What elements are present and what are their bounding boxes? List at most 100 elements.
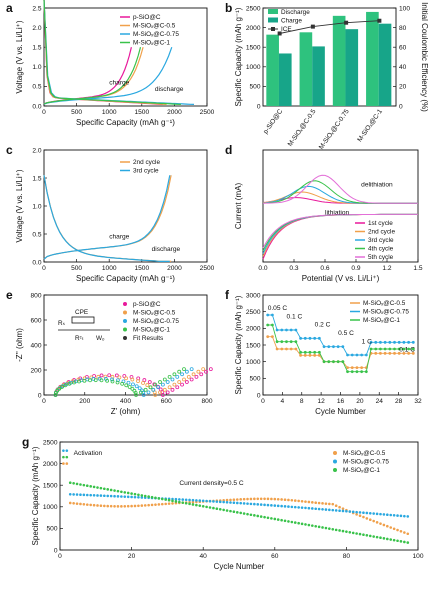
panel-b-ytick-label: 2000 xyxy=(246,25,261,32)
panel-g-data-point xyxy=(89,493,92,497)
panel-b-bar xyxy=(366,11,379,107)
panel-g-data-point xyxy=(304,523,307,526)
panel-e-data-point xyxy=(99,373,104,378)
panel-e-data-point xyxy=(191,372,196,377)
panel-e-legend-marker xyxy=(123,302,127,306)
panel-g-data-point xyxy=(389,513,393,517)
panel-g-data-point xyxy=(355,532,358,535)
panel-f-data-point xyxy=(393,351,396,355)
panel-a-xtick-label: 0 xyxy=(42,109,46,116)
panel-c-charge-curve xyxy=(43,175,171,260)
panel-g-data-point xyxy=(157,497,161,500)
panel-c-panel-label: c xyxy=(6,143,13,157)
panel-f-data-point xyxy=(383,351,387,355)
panel-g-data-point xyxy=(399,514,403,518)
panel-e-xtick-label: 400 xyxy=(120,398,131,405)
panel-f-data-point xyxy=(303,350,307,354)
panel-e-data-point xyxy=(186,374,191,379)
panel-e-data-point xyxy=(182,367,186,372)
panel-g-data-point xyxy=(171,502,174,505)
panel-g-data-point xyxy=(65,462,69,465)
panel-f-data-point xyxy=(393,347,396,351)
panel-g-legend-label: M-SiOₓ@C-0.5 xyxy=(343,450,386,457)
panel-c-annotation: charge xyxy=(109,233,129,240)
panel-e-data-point xyxy=(134,393,138,397)
panel-f-data-point xyxy=(407,351,411,355)
panel-g-data-point xyxy=(331,502,335,506)
panel-f-data-point xyxy=(313,350,317,354)
panel-f-rate-label: 1 C xyxy=(362,338,372,345)
panel-g-ytick-label: 1500 xyxy=(43,483,58,490)
panel-e-data-point xyxy=(82,378,87,383)
panel-g-data-point xyxy=(259,497,263,501)
panel-f-data-point xyxy=(294,340,298,344)
panel-g-data-point xyxy=(304,506,307,510)
panel-b-bar xyxy=(299,32,313,106)
panel-f-data-point xyxy=(289,347,293,351)
panel-g-data-point xyxy=(246,502,249,505)
panel-g-data-point xyxy=(324,508,328,511)
panel-d-delithiation-curve xyxy=(262,180,418,204)
panel-g-data-point xyxy=(239,498,243,501)
panel-e-data-point xyxy=(103,374,108,379)
panel-e-data-point xyxy=(172,372,177,377)
panel-b-ytick-label: 2500 xyxy=(246,5,261,12)
panel-g-data-point xyxy=(143,504,147,507)
panel-g-data-point xyxy=(62,449,65,452)
panel-g-data-point xyxy=(283,519,287,523)
panel-g-data-point xyxy=(106,494,110,498)
panel-b-legend-swatch xyxy=(268,9,278,14)
panel-g-data-point xyxy=(150,503,154,507)
panel-g-data-point xyxy=(263,497,266,501)
panel-g-data-point xyxy=(208,506,212,509)
panel-c-ytick-label: 0.5 xyxy=(32,231,41,238)
panel-g-data-point xyxy=(184,501,188,505)
panel-c-xtick-label: 2500 xyxy=(200,265,215,272)
panel-g-data-point xyxy=(113,489,116,492)
panel-g-data-point xyxy=(116,495,120,498)
panel-f-data-point xyxy=(285,328,288,332)
panel-g-data-point xyxy=(242,512,246,515)
panel-g-data-point xyxy=(75,482,79,486)
panel-b-y2tick-label: 40 xyxy=(399,64,407,71)
panel-f-data-point xyxy=(336,360,340,364)
panel-b-category-label: M-SiOₓ@C-1 xyxy=(356,108,384,144)
panel-g-data-point xyxy=(225,509,229,512)
panel-g-data-point xyxy=(392,513,396,517)
panel-f-data-point xyxy=(360,366,364,370)
panel-g-data-point xyxy=(123,491,127,494)
panel-f-data-point xyxy=(341,360,345,364)
panel-d-xlabel: Potential (V vs. Li/Li⁺) xyxy=(302,274,380,283)
panel-f-data-point xyxy=(285,340,288,344)
panel-g-data-point xyxy=(392,538,396,542)
panel-c-xtick-label: 500 xyxy=(71,265,82,272)
panel-f-data-point xyxy=(322,360,326,364)
panel-e-data-point xyxy=(199,372,204,377)
panel-e-data-point xyxy=(122,374,127,378)
panel-f-data-point xyxy=(280,347,284,351)
panel-e-ytick-label: 800 xyxy=(30,292,41,299)
panel-g-xlabel: Cycle Number xyxy=(214,562,265,571)
panel-g-data-point xyxy=(293,505,297,509)
panel-f-data-point xyxy=(402,347,406,351)
panel-f-rate-label: 0.1 C xyxy=(286,313,302,320)
panel-g-annotation: Current density=0.5 C xyxy=(179,480,244,487)
panel-g-data-point xyxy=(130,495,133,499)
panel-g-data-point xyxy=(89,503,92,507)
panel-d-delithiation-curve xyxy=(262,174,418,204)
panel-e-legend-label: M-SiOₓ@C-0.5 xyxy=(133,310,176,317)
panel-g-data-point xyxy=(85,484,89,488)
panel-f-xtick-label: 8 xyxy=(300,398,304,405)
panel-e-data-point xyxy=(162,387,167,392)
panel-g-data-point xyxy=(160,497,164,501)
panel-e-legend-marker xyxy=(123,310,127,315)
panel-a-charge-curve xyxy=(43,46,173,105)
panel-e-legend-label: p-SiO@C xyxy=(133,301,161,308)
panel-g-data-point xyxy=(82,503,86,506)
panel-g-data-point xyxy=(379,536,382,540)
panel-g-data-point xyxy=(365,517,369,520)
panel-f-data-point xyxy=(411,340,415,344)
panel-g-data-point xyxy=(113,494,116,498)
panel-g-data-point xyxy=(276,518,280,521)
panel-g-data-point xyxy=(270,504,273,507)
